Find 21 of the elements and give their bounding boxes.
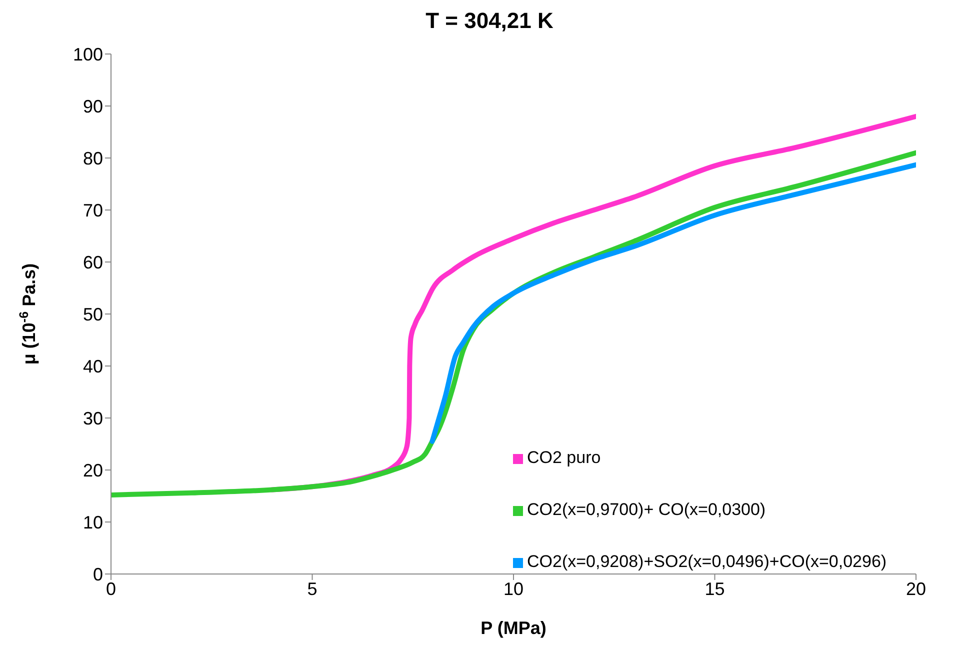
- x-axis-title: P (MPa): [480, 618, 546, 638]
- y-tick-label: 10: [82, 512, 103, 532]
- y-tick-label: 20: [82, 460, 103, 480]
- y-tick-label: 70: [82, 200, 103, 220]
- y-tick-label: 60: [82, 252, 103, 272]
- legend-label: CO2 puro: [527, 448, 601, 467]
- y-tick-label: 90: [82, 96, 103, 116]
- y-tick-label: 30: [82, 408, 103, 428]
- y-tick-label: 0: [92, 564, 103, 584]
- y-tick-label: 80: [82, 148, 103, 168]
- x-tick-label: 15: [704, 578, 725, 599]
- x-tick-label: 20: [906, 578, 926, 599]
- chart-title: T = 304,21 K: [424, 8, 554, 34]
- legend-label: CO2(x=0,9700)+ CO(x=0,0300): [527, 500, 766, 519]
- x-tick-label: 5: [307, 578, 318, 599]
- legend-label: CO2(x=0,9208)+SO2(x=0,0496)+CO(x=0,0296): [527, 552, 887, 571]
- y-tick-label: 100: [72, 44, 103, 64]
- x-tick-label: 0: [106, 578, 116, 599]
- y-tick-label: 40: [82, 356, 103, 376]
- y-tick-label: 50: [82, 304, 103, 324]
- x-tick-label: 10: [503, 578, 524, 599]
